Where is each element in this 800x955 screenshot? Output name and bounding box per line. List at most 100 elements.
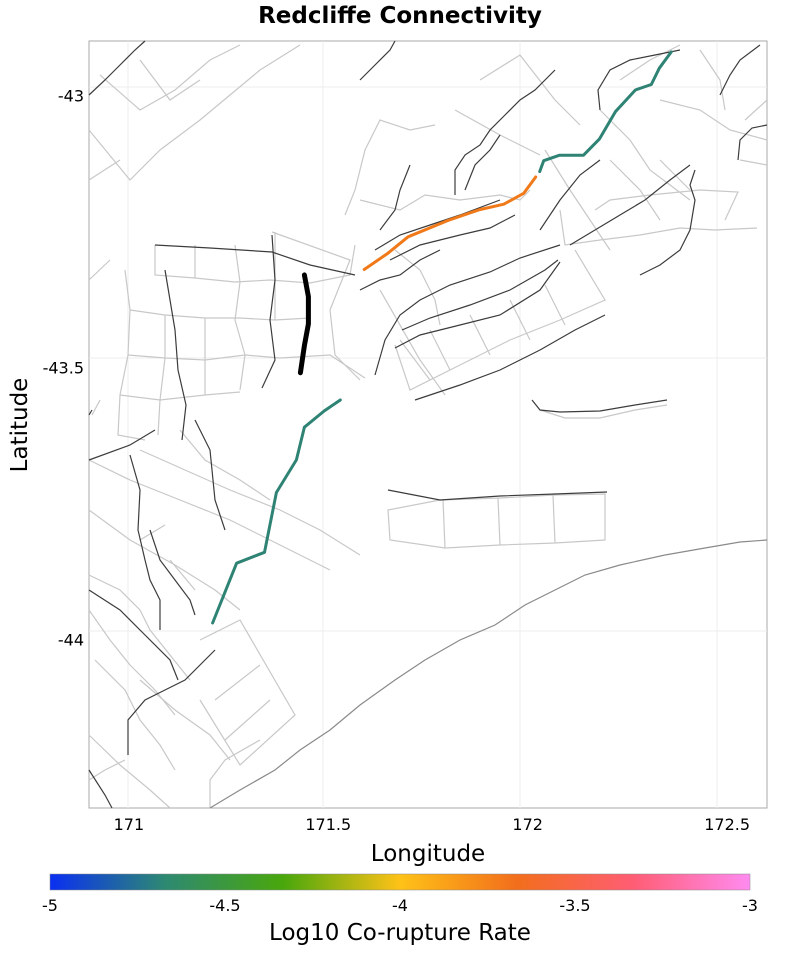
- colorbar-tick-label: -5: [42, 896, 58, 915]
- fault-trace: [88, 44, 301, 181]
- fault-trace: [88, 769, 113, 809]
- fault-trace: [544, 149, 611, 251]
- fault-trace: [359, 249, 441, 291]
- x-tick-label: 172.5: [704, 815, 750, 834]
- coastline: [209, 539, 768, 809]
- fault-trace: [88, 459, 331, 571]
- fault-trace: [139, 59, 201, 101]
- corupture-segment-1: [211, 398, 342, 625]
- fault-trace: [117, 269, 146, 441]
- fault-trace: [199, 619, 296, 766]
- fault-trace: [88, 159, 121, 181]
- fault-trace: [129, 309, 311, 321]
- colorbar-tick-label: -3.5: [559, 896, 590, 915]
- fault-trace: [209, 739, 261, 808]
- fault-trace: [359, 189, 531, 211]
- grid-lines: [89, 41, 767, 808]
- colorbar-tick-label: -4: [392, 896, 408, 915]
- fault-trace: [539, 404, 668, 419]
- fault-trace: [344, 119, 436, 216]
- fault-trace: [139, 449, 361, 556]
- fault-trace: [374, 244, 561, 376]
- map-title: Redcliffe Connectivity: [258, 3, 542, 29]
- fault-trace: [739, 99, 768, 166]
- fault-trace: [531, 399, 668, 413]
- colorbar-title: Log10 Co-rupture Rate: [269, 920, 531, 946]
- fault-trace: [88, 759, 126, 781]
- fault-trace: [127, 649, 216, 755]
- fault-trace: [429, 284, 566, 371]
- fault-trace: [414, 314, 606, 401]
- fault-trace: [442, 494, 556, 549]
- fault-trace: [737, 124, 768, 161]
- fault-trace: [401, 259, 559, 331]
- fault-trace: [389, 214, 516, 261]
- y-axis-title: Latitude: [7, 378, 33, 473]
- fault-trace: [359, 40, 396, 81]
- fault-trace: [139, 679, 231, 761]
- fault-trace: [599, 109, 691, 201]
- target-fault-redcliffe: [297, 272, 311, 376]
- y-tick-label: -43: [58, 86, 84, 105]
- fault-trace: [129, 454, 161, 630]
- fault-trace: [99, 44, 241, 111]
- fault-trace: [194, 244, 246, 391]
- fault-trace: [597, 49, 681, 111]
- fault-trace: [379, 289, 446, 396]
- y-tick-label: -44: [58, 630, 84, 649]
- fault-trace: [394, 249, 606, 391]
- fault-trace: [88, 429, 156, 461]
- y-axis-ticks: -43 -43.5 -44: [43, 86, 84, 649]
- fault-trace: [464, 134, 501, 191]
- fault-trace: [88, 589, 179, 681]
- fault-trace: [88, 40, 146, 96]
- colorbar-ticks: -5 -4.5 -4 -3.5 -3: [42, 896, 758, 915]
- x-axis-title: Longitude: [371, 841, 485, 867]
- fault-trace: [479, 54, 581, 126]
- fault-trace: [139, 524, 196, 591]
- fault-trace: [394, 249, 441, 326]
- fault-trace: [164, 269, 187, 441]
- x-tick-label: 172: [512, 815, 543, 834]
- fault-trace: [157, 315, 206, 436]
- x-axis-ticks: 171 171.5 172 172.5: [114, 815, 750, 834]
- colorbar: -5 -4.5 -4 -3.5 -3 Log10 Co-rupture Rate: [42, 873, 758, 946]
- fault-trace: [619, 44, 726, 111]
- fault-trace: [594, 189, 739, 221]
- plot-panel: [88, 40, 768, 809]
- corupture-layer: [211, 50, 673, 625]
- fault-trace: [539, 159, 601, 231]
- fault-trace: [94, 659, 176, 771]
- fault-trace: [387, 489, 608, 501]
- colorbar-gradient: [49, 873, 751, 891]
- fault-trace: [88, 259, 111, 416]
- fault-trace: [149, 529, 196, 616]
- fault-trace: [659, 99, 768, 141]
- fault-trace: [154, 244, 356, 276]
- fault-trace: [88, 734, 171, 809]
- corupture-segment-3: [538, 50, 673, 174]
- x-tick-label: 171: [114, 815, 145, 834]
- x-tick-label: 171.5: [305, 815, 351, 834]
- fault-trace: [194, 419, 226, 531]
- fault-trace: [387, 493, 606, 549]
- fault-trace: [261, 234, 276, 389]
- plot-frame: [88, 40, 768, 809]
- fault-trace: [559, 209, 758, 246]
- fault-trace: [119, 391, 241, 401]
- fault-trace: [374, 199, 501, 251]
- corupture-segment-2: [362, 175, 538, 271]
- fault-trace: [609, 159, 691, 221]
- y-tick-label: -43.5: [43, 358, 84, 377]
- fault-trace: [394, 261, 561, 349]
- fault-trace: [88, 409, 93, 416]
- fault-trace: [214, 664, 271, 741]
- fault-trace: [569, 164, 691, 246]
- fault-trace: [719, 44, 761, 96]
- fault-trace: [454, 69, 556, 195]
- colorbar-tick-label: -3: [742, 896, 758, 915]
- fault-trace: [179, 429, 271, 501]
- fault-trace: [88, 574, 191, 681]
- colorbar-tick-label: -4.5: [209, 896, 240, 915]
